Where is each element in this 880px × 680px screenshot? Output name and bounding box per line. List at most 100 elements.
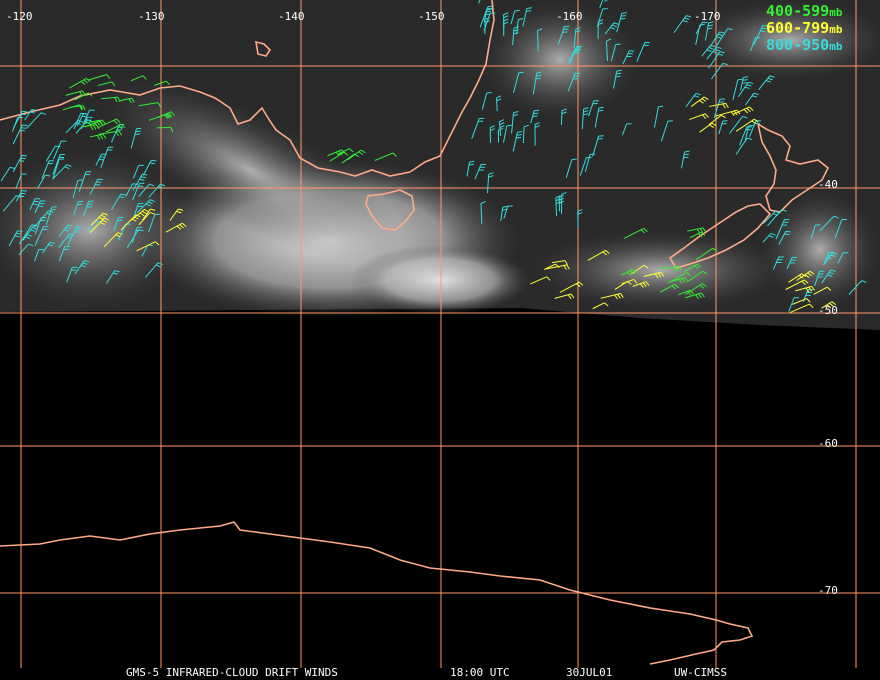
wind-barb-icon bbox=[497, 127, 504, 143]
wind-barb-icon bbox=[72, 179, 83, 199]
wind-barb-icon bbox=[52, 164, 72, 180]
wind-barb-icon bbox=[613, 69, 622, 89]
wind-barb-icon bbox=[471, 117, 485, 139]
wind-barb-icon bbox=[709, 102, 729, 109]
wind-barb-icon bbox=[522, 7, 532, 27]
wind-barb-icon bbox=[374, 152, 397, 161]
wind-barb-icon bbox=[837, 251, 849, 264]
wind-barb-icon bbox=[704, 21, 714, 41]
wind-barb-icon bbox=[636, 41, 650, 62]
wind-barb-icon bbox=[156, 126, 174, 133]
wind-barb-icon bbox=[126, 229, 144, 248]
wind-barb-icon bbox=[510, 9, 520, 25]
wind-barb-icon bbox=[753, 25, 768, 45]
wind-barb-icon bbox=[732, 78, 743, 101]
wind-barb-icon bbox=[11, 117, 23, 132]
wind-barb-icon bbox=[34, 210, 54, 228]
wind-barb-icon bbox=[111, 193, 126, 210]
wind-barb-icon bbox=[466, 160, 475, 177]
wind-barb-icon bbox=[37, 174, 51, 189]
wind-barb-icon bbox=[739, 126, 752, 146]
wind-barb-icon bbox=[534, 122, 540, 146]
wind-barb-icon bbox=[554, 293, 575, 300]
legend-item-400-599: 400-599mb bbox=[766, 2, 843, 20]
wind-barb-icon bbox=[610, 43, 621, 62]
wind-barb-icon bbox=[88, 74, 111, 81]
wind-barb-icon bbox=[823, 251, 834, 264]
wind-barb-icon bbox=[713, 98, 725, 119]
footer-satellite: GMS-5 INFRARED-CLOUD DRIFT WINDS bbox=[126, 666, 338, 679]
lon-label-140: -140 bbox=[278, 10, 305, 23]
wind-barb-icon bbox=[592, 302, 609, 310]
wind-barb-icon bbox=[632, 281, 650, 288]
wind-barb-icon bbox=[810, 224, 821, 239]
lon-label-170: -170 bbox=[694, 10, 721, 23]
wind-barb-icon bbox=[796, 270, 815, 281]
wind-barb-icon bbox=[498, 119, 505, 136]
wind-barb-icon bbox=[154, 80, 171, 86]
wind-barb-icon bbox=[685, 92, 701, 108]
wind-barb-icon bbox=[136, 199, 155, 214]
wind-barb-icon bbox=[0, 166, 15, 182]
wind-barb-icon bbox=[573, 27, 581, 49]
wind-barb-icon bbox=[120, 214, 141, 231]
wind-barb-icon bbox=[83, 119, 103, 126]
wind-barb-icon bbox=[105, 270, 120, 284]
wind-barb-icon bbox=[604, 22, 619, 35]
wind-barb-icon bbox=[789, 303, 814, 313]
wind-barb-icon bbox=[89, 133, 107, 140]
wind-barb-icon bbox=[660, 120, 673, 142]
wind-barb-icon bbox=[52, 158, 65, 180]
wind-barb-icon bbox=[58, 246, 70, 262]
wind-barb-icon bbox=[97, 81, 116, 87]
small-island-coast bbox=[255, 40, 272, 57]
wind-barb-icon bbox=[66, 266, 78, 283]
wind-barb-icon bbox=[530, 276, 551, 285]
wind-barb-icon bbox=[605, 38, 612, 61]
wind-barb-icon bbox=[133, 202, 144, 217]
wind-barb-icon bbox=[621, 123, 632, 136]
wind-barb-icon bbox=[551, 260, 568, 266]
wind-barb-icon bbox=[565, 158, 577, 178]
footer-time: 18:00 UTC bbox=[450, 666, 510, 679]
wind-barb-icon bbox=[673, 15, 692, 34]
wind-barb-icon bbox=[785, 279, 809, 290]
wind-barb-icon bbox=[480, 200, 486, 224]
wind-barb-icon bbox=[479, 8, 493, 28]
wind-barb-icon bbox=[778, 230, 791, 245]
wind-barb-icon bbox=[157, 111, 175, 119]
wind-barb-icon bbox=[144, 262, 163, 278]
wind-barb-icon bbox=[98, 130, 122, 137]
wind-barb-icon bbox=[18, 243, 34, 256]
wind-barb-icon bbox=[587, 249, 610, 261]
wind-barb-icon bbox=[795, 285, 815, 293]
wind-barb-icon bbox=[130, 127, 142, 149]
wind-barb-icon bbox=[105, 123, 126, 133]
wind-barb-icon bbox=[136, 241, 160, 252]
wind-barb-icon bbox=[8, 230, 23, 247]
wind-barb-icon bbox=[82, 124, 100, 131]
wind-barb-icon bbox=[695, 23, 705, 45]
wind-barb-icon bbox=[41, 160, 55, 179]
wind-barb-icon bbox=[148, 213, 160, 233]
wind-barb-icon bbox=[169, 208, 184, 221]
wind-barb-icon bbox=[631, 264, 649, 275]
pressure-legend: 400-599mb 600-799mb 800-950mb bbox=[766, 2, 843, 54]
wind-barb-icon bbox=[34, 226, 49, 246]
wind-barb-icon bbox=[737, 81, 754, 98]
wind-barb-icon bbox=[684, 263, 702, 272]
wind-barbs bbox=[0, 0, 867, 313]
wind-barb-icon bbox=[138, 211, 156, 226]
wind-barb-icon bbox=[577, 208, 583, 229]
wind-barb-icon bbox=[89, 178, 103, 195]
wind-barb-icon bbox=[814, 270, 825, 287]
wind-barb-icon bbox=[502, 124, 512, 143]
wind-barb-icon bbox=[138, 102, 161, 108]
wind-barb-icon bbox=[103, 232, 123, 248]
wind-barb-icon bbox=[500, 205, 508, 222]
wind-barb-icon bbox=[58, 233, 75, 248]
wind-barb-icon bbox=[594, 106, 604, 128]
wind-barb-icon bbox=[792, 298, 811, 305]
wind-barb-icon bbox=[701, 44, 716, 57]
